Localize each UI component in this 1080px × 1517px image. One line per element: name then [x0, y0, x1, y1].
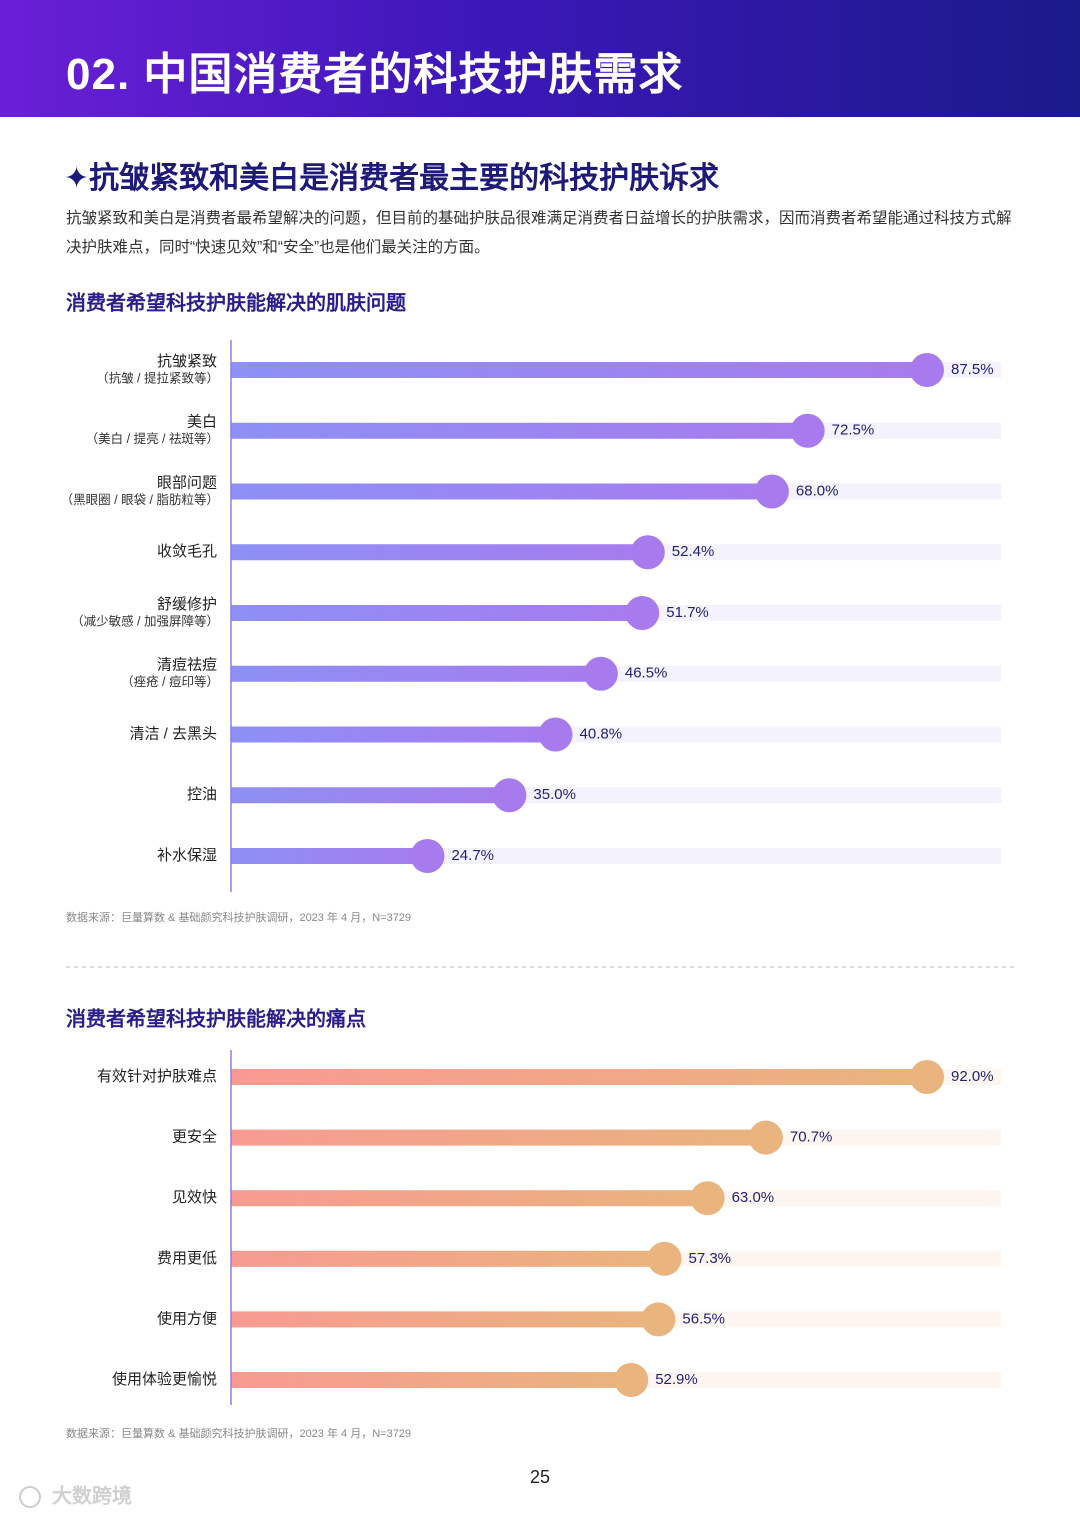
- category-label: 收敛毛孔: [157, 543, 217, 560]
- bar: [231, 1129, 766, 1146]
- category-note: （美白 / 提亮 / 祛斑等）: [86, 431, 219, 446]
- bar-end: [538, 717, 573, 752]
- bar: [231, 605, 643, 621]
- section-title: ✦抗皱紧致和美白是消费者最主要的科技护肤诉求: [64, 162, 720, 195]
- header-band: [0, 0, 1080, 117]
- value-label: 52.9%: [655, 1371, 698, 1388]
- bar-end: [910, 353, 944, 387]
- chart-title: 消费者希望科技护肤能解决的肌肤问题: [66, 290, 407, 314]
- bar-end: [583, 656, 618, 691]
- bar-end: [410, 839, 445, 873]
- bar: [231, 665, 601, 682]
- bar-end: [790, 413, 825, 448]
- bar: [231, 787, 510, 804]
- category-note: （黑眼圈 / 眼袋 / 脂肪粒等）: [61, 492, 219, 507]
- value-label: 46.5%: [625, 665, 668, 682]
- chart-title: 消费者希望科技护肤能解决的痛点: [66, 1006, 366, 1030]
- source-note: 数据来源：巨量算数 & 基础颜究科技护肤调研，2023 年 4 月，N=3729: [66, 910, 411, 924]
- bar-end: [614, 1363, 649, 1397]
- value-label: 56.5%: [682, 1310, 725, 1327]
- watermark: 大数跨境: [52, 1483, 132, 1507]
- category-label: 有效针对护肤难点: [97, 1068, 217, 1085]
- bar: [231, 1190, 708, 1207]
- bar-end: [748, 1120, 783, 1155]
- value-label: 92.0%: [951, 1068, 994, 1085]
- category-note: （减少敏感 / 加强屏障等）: [71, 613, 219, 628]
- source-note: 数据来源：巨量算数 & 基础颜究科技护肤调研，2023 年 4 月，N=3729: [66, 1426, 411, 1440]
- category-label: 清痘祛痘: [157, 657, 217, 674]
- category-label: 舒缓修护: [157, 596, 217, 613]
- bar-end: [492, 778, 527, 813]
- bar-end: [647, 1241, 682, 1276]
- bar: [231, 544, 648, 561]
- bar: [231, 422, 808, 439]
- value-label: 35.0%: [533, 786, 576, 803]
- bar: [231, 362, 927, 378]
- bar: [231, 1069, 927, 1085]
- bar: [231, 1250, 665, 1267]
- value-label: 24.7%: [451, 847, 494, 864]
- category-label: 眼部问题: [157, 474, 217, 491]
- bar: [231, 483, 772, 500]
- value-label: 57.3%: [688, 1250, 731, 1267]
- category-label: 补水保湿: [157, 847, 217, 864]
- value-label: 51.7%: [666, 604, 709, 621]
- value-label: 40.8%: [580, 725, 623, 742]
- section-body: 抗皱紧致和美白是消费者最希望解决的问题，但目前的基础护肤品很难满足消费者日益增长…: [66, 210, 1012, 256]
- category-label: 费用更低: [157, 1250, 217, 1267]
- page-number: 25: [530, 1467, 550, 1487]
- value-label: 68.0%: [796, 482, 839, 499]
- bar-end: [690, 1181, 725, 1216]
- category-label: 美白: [187, 414, 217, 431]
- category-label: 抗皱紧致: [157, 353, 217, 370]
- category-note: （痤疮 / 痘印等）: [121, 674, 219, 689]
- bar: [231, 1311, 659, 1328]
- bar-end: [910, 1060, 944, 1094]
- bar: [231, 1372, 632, 1388]
- category-label: 清洁 / 去黑头: [129, 725, 217, 742]
- value-label: 87.5%: [951, 361, 994, 378]
- category-label: 使用体验更愉悦: [112, 1371, 217, 1388]
- category-label: 控油: [187, 786, 217, 803]
- category-note: （抗皱 / 提拉紧致等）: [96, 370, 219, 385]
- bar-end: [630, 535, 665, 570]
- bar: [231, 848, 428, 864]
- bar-end: [625, 596, 660, 630]
- bar: [231, 726, 556, 743]
- value-label: 70.7%: [790, 1129, 833, 1146]
- bar-end: [641, 1302, 676, 1337]
- value-label: 72.5%: [832, 422, 875, 439]
- value-label: 52.4%: [672, 543, 715, 560]
- category-label: 更安全: [172, 1128, 217, 1146]
- value-label: 63.0%: [732, 1189, 775, 1206]
- category-label: 见效快: [172, 1189, 217, 1206]
- bar-end: [754, 474, 789, 509]
- watermark-icon: [19, 1486, 41, 1508]
- category-label: 使用方便: [157, 1310, 217, 1327]
- page-title: 02. 中国消费者的科技护肤需求: [66, 50, 684, 99]
